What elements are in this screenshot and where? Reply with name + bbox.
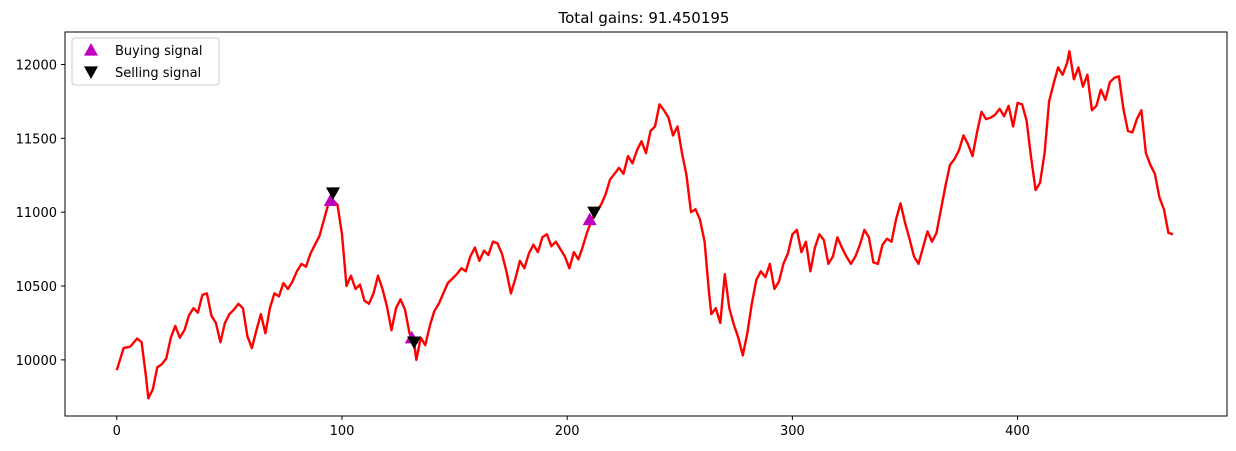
sell-signal-marker (587, 206, 602, 220)
y-tick-label: 10500 (16, 280, 57, 295)
legend-buy-label: Buying signal (115, 44, 203, 59)
buy-signal-marker (582, 212, 597, 226)
legend-buy-marker (84, 43, 98, 56)
plot-area (64, 31, 1228, 417)
x-axis: 0 100 200 300 400 (113, 416, 1030, 439)
x-tick-label: 200 (555, 424, 580, 439)
y-tick-label: 11000 (16, 206, 57, 221)
buy-signal-marker (323, 193, 338, 206)
y-tick-label: 10000 (16, 354, 57, 369)
legend-sell-marker (84, 66, 98, 79)
legend: Buying signal Selling signal (71, 37, 220, 86)
sell-signal-marker (407, 336, 422, 350)
legend-sell-label: Selling signal (115, 66, 201, 81)
chart-title: Total gains: 91.450195 (558, 9, 730, 27)
x-tick-label: 300 (780, 424, 805, 439)
legend-box (71, 37, 220, 86)
x-tick-label: 100 (330, 424, 355, 439)
y-tick-label: 12000 (16, 58, 57, 73)
plot-content (115, 50, 1174, 400)
x-tick-label: 400 (1005, 424, 1030, 439)
price-line (115, 50, 1174, 400)
x-tick-label: 0 (113, 424, 121, 439)
y-axis: 10000 10500 11000 11500 12000 (16, 58, 65, 369)
y-tick-label: 11500 (16, 132, 57, 147)
sell-signal-marker (325, 187, 340, 200)
